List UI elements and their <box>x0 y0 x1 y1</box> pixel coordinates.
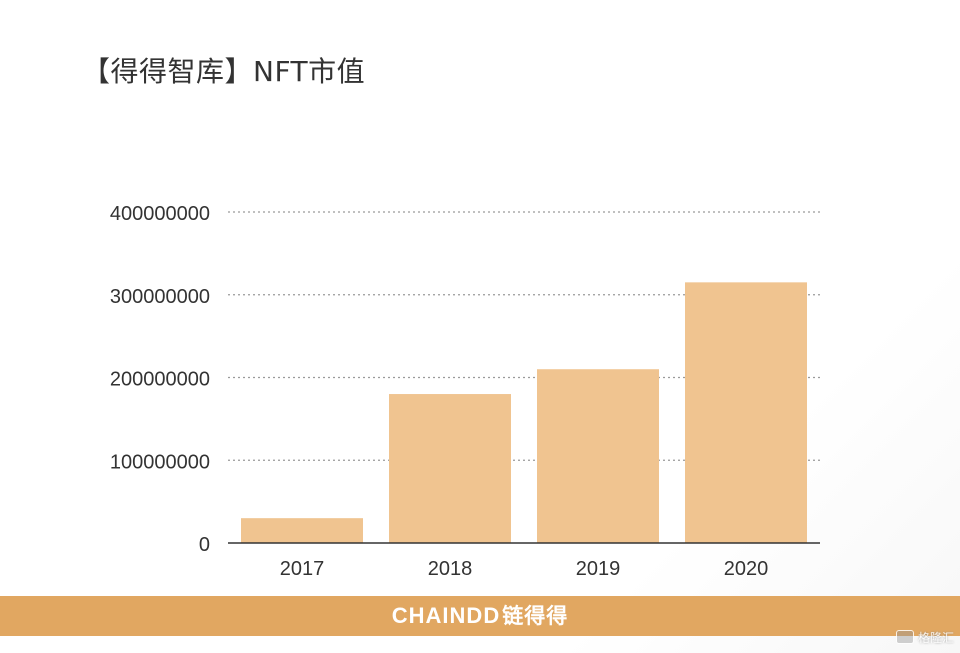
bar <box>389 394 511 543</box>
y-tick-label: 0 <box>199 534 210 556</box>
watermark: 格隆汇 <box>895 626 954 648</box>
brand-name-latin: CHAINDD <box>391 603 501 628</box>
watermark-text: 格隆汇 <box>917 630 954 645</box>
y-tick-label: 200000000 <box>110 369 210 391</box>
bar <box>537 369 659 543</box>
y-tick-label: 400000000 <box>110 203 210 225</box>
x-tick-label: 2020 <box>724 558 769 580</box>
chaindd-logo: CHAINDD链得得 <box>0 596 960 636</box>
x-tick-label: 2017 <box>280 558 325 580</box>
brand-footer-bar: CHAINDD链得得 <box>0 596 960 636</box>
bar <box>241 518 363 543</box>
x-tick-label: 2018 <box>428 558 473 580</box>
bar <box>685 282 807 543</box>
watermark-logo-icon <box>895 630 914 644</box>
chart-title: 【得得智库】NFT市值 <box>82 55 366 88</box>
x-tick-label: 2019 <box>576 558 621 580</box>
y-tick-label: 300000000 <box>110 286 210 308</box>
brand-name-cn: 链得得 <box>502 604 569 628</box>
bar-chart: 0 100000000 200000000 300000000 400000000 201… <box>110 203 820 580</box>
y-tick-label: 100000000 <box>110 451 210 473</box>
